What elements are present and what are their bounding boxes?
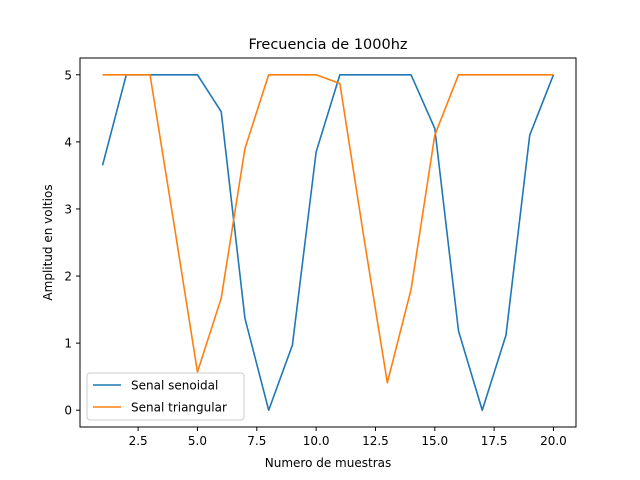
legend-box (86, 372, 245, 421)
x-tick-label: 12.5 (362, 434, 389, 448)
y-tick-label: 0 (64, 404, 72, 418)
y-tick-label: 1 (64, 337, 72, 351)
legend-label-triangular: Senal triangular (131, 401, 227, 415)
x-tick-label: 10.0 (303, 434, 330, 448)
x-tick-label: 5.0 (188, 434, 207, 448)
x-tick-label: 15.0 (421, 434, 448, 448)
x-tick-label: 7.5 (247, 434, 266, 448)
legend-label-senoidal: Senal senoidal (131, 379, 218, 393)
series-line-triangular (102, 73, 554, 384)
y-tick-label: 3 (64, 202, 72, 216)
y-tick-label: 4 (64, 135, 72, 149)
y-tick-label: 2 (64, 270, 72, 284)
x-tick-label: 20.0 (540, 434, 567, 448)
axes-frame (79, 57, 577, 428)
legend: Senal senoidal Senal triangular (86, 372, 245, 421)
y-axis-label: Amplitud en voltios (41, 184, 55, 300)
series-line-senoidal (101, 73, 555, 412)
chart-title: Frecuencia de 1000hz (248, 37, 407, 53)
x-axis-label: Numero de muestras (265, 456, 391, 470)
x-tick-label: 17.5 (481, 434, 508, 448)
x-tick-label: 2.5 (129, 434, 148, 448)
y-tick-label: 5 (64, 68, 72, 82)
